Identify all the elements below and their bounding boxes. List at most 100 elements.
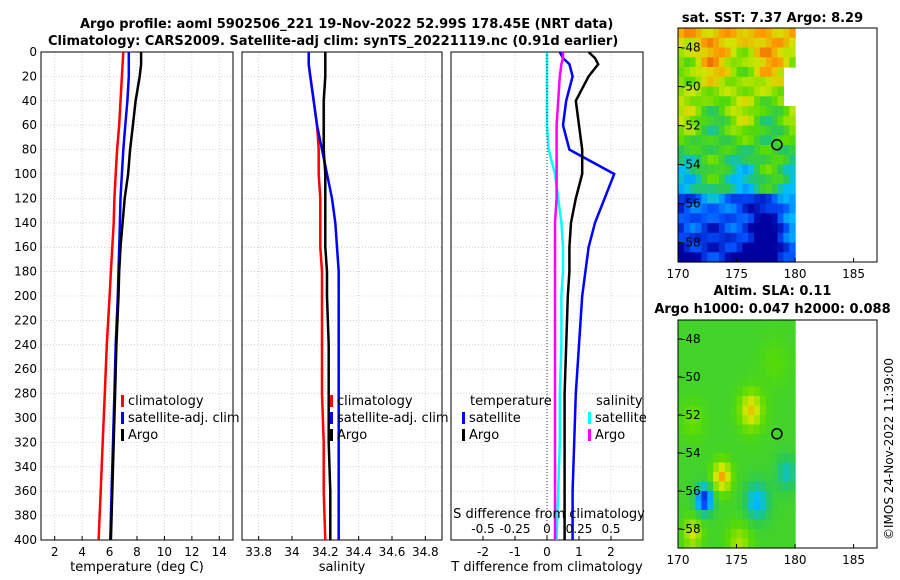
map-cell bbox=[742, 223, 749, 234]
map-cell bbox=[719, 125, 726, 136]
map-cell bbox=[754, 96, 761, 107]
map-cell bbox=[777, 242, 784, 253]
map-cell bbox=[713, 232, 720, 244]
map-cell bbox=[742, 203, 749, 214]
map-cell bbox=[730, 339, 738, 350]
map-cell bbox=[742, 242, 749, 253]
map-cell bbox=[736, 184, 743, 195]
map-cell bbox=[683, 242, 691, 253]
map-cell bbox=[707, 415, 714, 426]
map-cell bbox=[724, 462, 732, 473]
map-cell bbox=[765, 320, 773, 331]
map-cell bbox=[719, 510, 726, 521]
map-cell bbox=[789, 193, 796, 205]
map-cell bbox=[783, 252, 790, 263]
map-cell bbox=[748, 405, 755, 416]
map-cell bbox=[707, 135, 714, 146]
map-cell bbox=[754, 329, 761, 340]
map-cell bbox=[765, 164, 773, 175]
map-cell bbox=[783, 519, 790, 530]
map-cell bbox=[730, 443, 738, 454]
map-cell bbox=[771, 174, 779, 185]
map-cell bbox=[748, 37, 755, 49]
axes-frame bbox=[241, 51, 443, 541]
map-cell bbox=[765, 491, 773, 502]
map-cell bbox=[771, 320, 779, 331]
map-cell bbox=[678, 500, 685, 511]
map-cell bbox=[730, 47, 738, 58]
map-cell bbox=[701, 434, 708, 445]
map-cell bbox=[777, 329, 784, 340]
map-cell bbox=[719, 76, 726, 88]
map-cell bbox=[771, 339, 779, 350]
legend-swatch bbox=[330, 395, 333, 407]
map-cell bbox=[689, 424, 697, 435]
map-cell bbox=[719, 462, 726, 473]
map-cell bbox=[783, 174, 790, 185]
map-cell bbox=[789, 115, 796, 127]
map-cell bbox=[713, 115, 720, 127]
map-cell bbox=[777, 37, 784, 49]
map-cell bbox=[719, 339, 726, 350]
map-cell bbox=[736, 47, 743, 58]
map-cell bbox=[701, 193, 708, 205]
map-cell bbox=[724, 96, 732, 107]
map-cell bbox=[736, 434, 743, 445]
map-cell bbox=[789, 174, 796, 185]
map-cell bbox=[695, 329, 703, 340]
map-cell bbox=[701, 538, 708, 549]
map-cell bbox=[742, 57, 749, 68]
map-cell bbox=[678, 28, 685, 39]
map-cell bbox=[736, 203, 743, 214]
map-cell bbox=[754, 252, 761, 263]
map-cell bbox=[724, 135, 732, 146]
x-tick-label: 34.8 bbox=[412, 545, 439, 559]
map-cell bbox=[742, 415, 749, 426]
map-cell bbox=[724, 47, 732, 58]
map-cell bbox=[777, 184, 784, 195]
map-cell bbox=[719, 106, 726, 117]
map-cell bbox=[730, 232, 738, 244]
map-cell bbox=[678, 434, 685, 445]
map-cell bbox=[748, 510, 755, 521]
map-cell bbox=[683, 367, 691, 378]
map-cell bbox=[765, 223, 773, 234]
map-cell bbox=[748, 115, 755, 127]
map-cell bbox=[765, 76, 773, 88]
x-tick-label: 8 bbox=[133, 545, 141, 559]
map-cell bbox=[695, 491, 703, 502]
map-cell bbox=[719, 500, 726, 511]
map-cell bbox=[771, 164, 779, 175]
map-cell bbox=[719, 252, 726, 263]
map-cell bbox=[736, 252, 743, 263]
map-cell bbox=[742, 193, 749, 205]
map-cell bbox=[719, 386, 726, 397]
map-cell bbox=[730, 145, 738, 156]
map-cell bbox=[695, 500, 703, 511]
map-cell bbox=[683, 529, 691, 540]
map-cell bbox=[789, 510, 796, 521]
map-cell bbox=[759, 37, 767, 49]
map-cell bbox=[771, 106, 779, 117]
map-cell bbox=[754, 453, 761, 464]
map-cell bbox=[777, 67, 784, 78]
map-cell bbox=[719, 115, 726, 127]
map-cell bbox=[789, 472, 796, 483]
map-cell bbox=[724, 424, 732, 435]
legend-swatch bbox=[588, 412, 591, 424]
map-cell bbox=[730, 76, 738, 88]
map-cell bbox=[695, 252, 703, 263]
map-cell bbox=[765, 115, 773, 127]
map-cell bbox=[771, 500, 779, 511]
map-cell bbox=[689, 377, 697, 388]
map-cell bbox=[754, 472, 761, 483]
map-cell bbox=[678, 386, 685, 397]
map-cell bbox=[713, 491, 720, 502]
map-cell bbox=[695, 358, 703, 369]
map-cell bbox=[701, 415, 708, 426]
map-cell bbox=[689, 396, 697, 407]
map-cell bbox=[678, 106, 685, 117]
map-cell bbox=[719, 377, 726, 388]
map-x-tick-label: 185 bbox=[842, 553, 865, 567]
series-satellite-adj-clim bbox=[307, 52, 340, 540]
